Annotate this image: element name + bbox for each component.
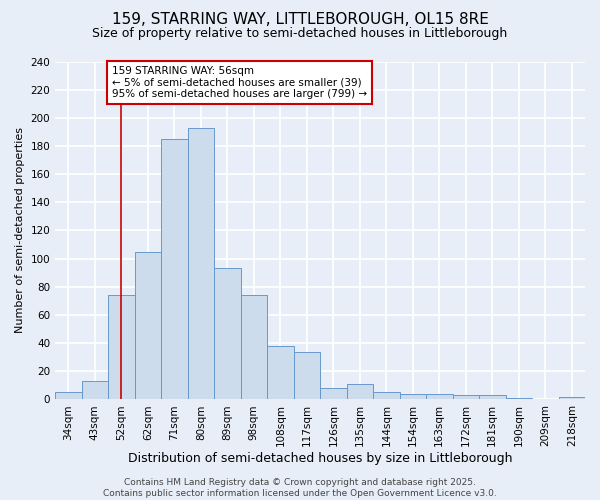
Bar bbox=[506, 398, 532, 400]
Bar bbox=[108, 296, 134, 400]
Bar bbox=[214, 268, 241, 400]
Bar bbox=[188, 128, 214, 400]
Bar bbox=[452, 395, 479, 400]
Text: 159 STARRING WAY: 56sqm
← 5% of semi-detached houses are smaller (39)
95% of sem: 159 STARRING WAY: 56sqm ← 5% of semi-det… bbox=[112, 66, 367, 99]
Bar bbox=[373, 392, 400, 400]
Bar bbox=[347, 384, 373, 400]
Bar bbox=[82, 381, 108, 400]
Bar bbox=[320, 388, 347, 400]
Bar bbox=[400, 394, 426, 400]
Bar bbox=[241, 296, 267, 400]
Bar bbox=[426, 394, 452, 400]
X-axis label: Distribution of semi-detached houses by size in Littleborough: Distribution of semi-detached houses by … bbox=[128, 452, 512, 465]
Bar bbox=[161, 139, 188, 400]
Bar bbox=[55, 392, 82, 400]
Bar bbox=[479, 395, 506, 400]
Bar bbox=[559, 396, 585, 400]
Bar bbox=[134, 252, 161, 400]
Text: Size of property relative to semi-detached houses in Littleborough: Size of property relative to semi-detach… bbox=[92, 28, 508, 40]
Text: Contains HM Land Registry data © Crown copyright and database right 2025.
Contai: Contains HM Land Registry data © Crown c… bbox=[103, 478, 497, 498]
Text: 159, STARRING WAY, LITTLEBOROUGH, OL15 8RE: 159, STARRING WAY, LITTLEBOROUGH, OL15 8… bbox=[112, 12, 488, 28]
Y-axis label: Number of semi-detached properties: Number of semi-detached properties bbox=[15, 128, 25, 334]
Bar bbox=[267, 346, 293, 400]
Bar bbox=[293, 352, 320, 400]
